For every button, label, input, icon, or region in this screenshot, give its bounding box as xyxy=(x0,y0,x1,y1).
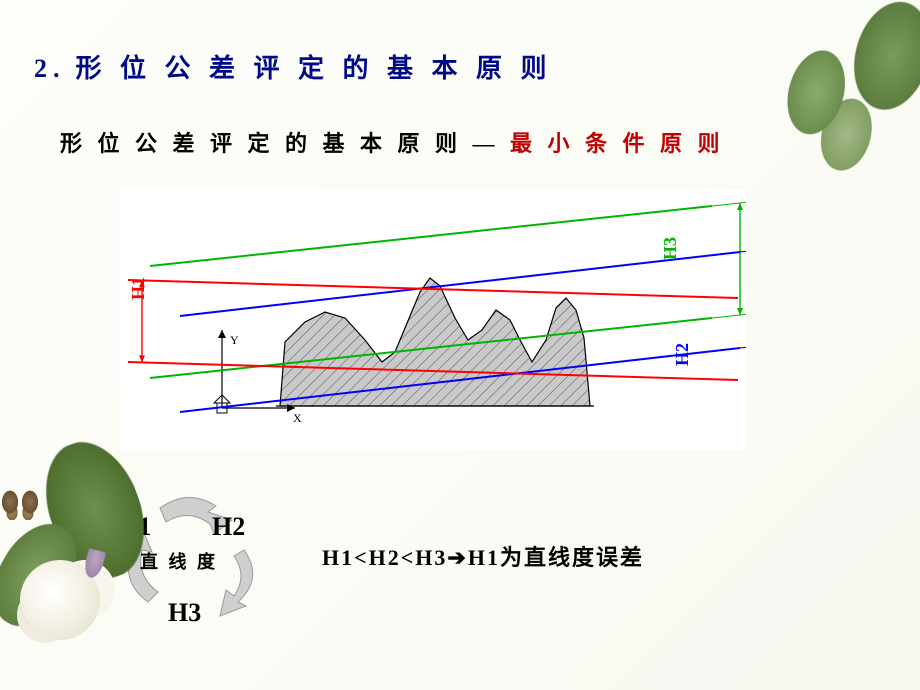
subtitle-red: 最 小 条 件 原 则 xyxy=(510,131,725,156)
cycle-label-h3: H3 xyxy=(168,598,201,628)
conclusion-text: H1<H2<H3➔H1为直线度误差 xyxy=(322,540,644,572)
surface-profile xyxy=(280,278,590,406)
conclusion-prefix: H1<H2<H3 xyxy=(322,545,447,570)
cycle-center-label: 直 线 度 xyxy=(140,548,218,574)
subtitle: 形 位 公 差 评 定 的 基 本 原 则 — 最 小 条 件 原 则 xyxy=(60,126,725,158)
page-title: 2. 形 位 公 差 评 定 的 基 本 原 则 xyxy=(34,48,553,85)
cycle-diagram: H1 H2 H3 直 线 度 xyxy=(108,490,288,660)
line-H3-upper xyxy=(150,206,712,266)
arrow-h2-h3-icon xyxy=(220,550,253,616)
dim-label-H2: H2 xyxy=(672,343,692,366)
subtitle-dash: — xyxy=(473,131,500,156)
decor-leaves-top xyxy=(744,0,920,217)
arrow-right-icon: ➔ xyxy=(447,545,467,570)
title-number: 2. xyxy=(34,54,66,83)
slide: 2. 形 位 公 差 评 定 的 基 本 原 则 形 位 公 差 评 定 的 基… xyxy=(0,0,920,690)
dim-label-H1: H1 xyxy=(128,277,148,300)
dim-label-H3: H3 xyxy=(660,237,680,260)
butterfly-icon xyxy=(0,490,40,520)
subtitle-black: 形 位 公 差 评 定 的 基 本 原 则 xyxy=(60,131,462,156)
tolerance-diagram: Y X H3 H2 H1 xyxy=(120,190,746,450)
cycle-label-h1: H1 xyxy=(118,512,151,542)
cycle-label-h2: H2 xyxy=(212,512,245,542)
y-axis-label: Y xyxy=(230,333,239,347)
title-text: 形 位 公 差 评 定 的 基 本 原 则 xyxy=(76,54,553,83)
diagram-svg: Y X H3 H2 H1 xyxy=(120,190,746,450)
conclusion-suffix: H1为直线度误差 xyxy=(468,545,644,570)
x-axis-label: X xyxy=(293,411,302,425)
